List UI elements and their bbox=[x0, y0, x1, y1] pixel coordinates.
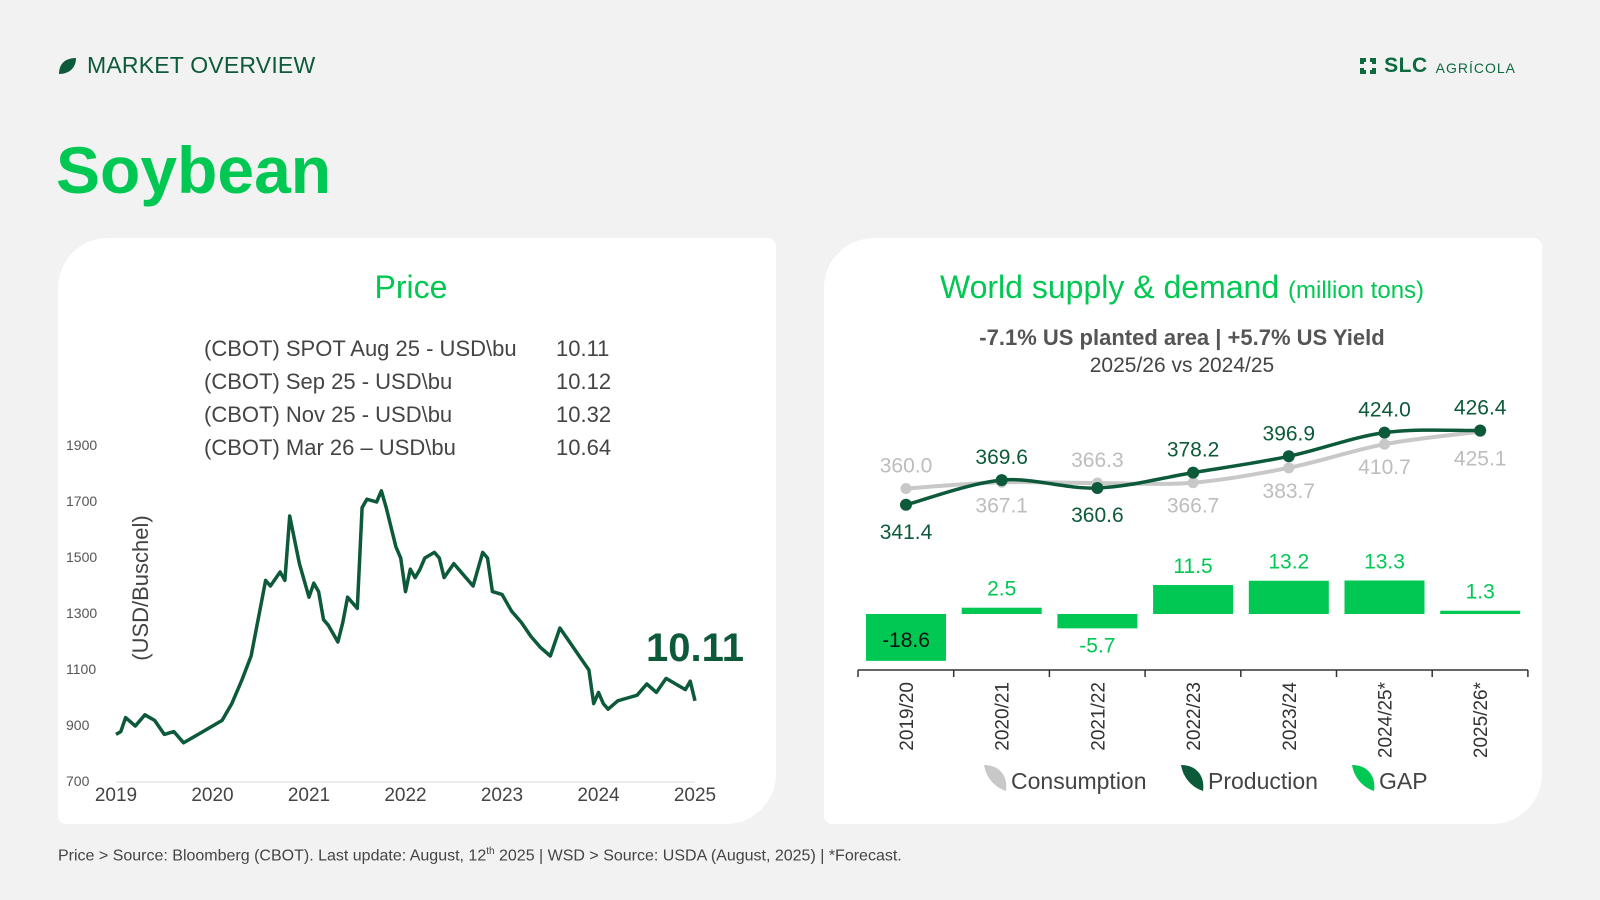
legend-swatch-icon bbox=[984, 765, 1007, 791]
gap-bar bbox=[1153, 585, 1234, 614]
production-point bbox=[900, 498, 912, 511]
quote-label: (CBOT) Sep 25 - USD\bu bbox=[204, 369, 452, 394]
price-title: Price bbox=[375, 269, 448, 305]
category-label: 2022/23 bbox=[1184, 682, 1205, 751]
consumption-point bbox=[1379, 438, 1390, 450]
quote-label: (CBOT) Mar 26 – USD\bu bbox=[204, 435, 456, 460]
production-data-label: 424.0 bbox=[1358, 399, 1411, 422]
production-data-label: 360.6 bbox=[1071, 504, 1124, 527]
category-label: 2025/26* bbox=[1471, 681, 1492, 758]
footnote-text-1: Price > Source: Bloomberg (CBOT). Last u… bbox=[58, 847, 487, 865]
consumption-point bbox=[1283, 462, 1295, 474]
gap-data-label: -5.7 bbox=[1079, 634, 1115, 657]
x-tick-label: 2021 bbox=[288, 785, 330, 806]
consumption-data-label: 366.3 bbox=[1071, 449, 1124, 472]
quote-value: 10.12 bbox=[556, 369, 611, 394]
price-series-line bbox=[115, 489, 697, 745]
legend-swatch-icon bbox=[1352, 765, 1375, 791]
y-tick-label: 1300 bbox=[66, 605, 97, 621]
production-point bbox=[1091, 482, 1104, 495]
quote-value: 10.11 bbox=[556, 336, 609, 361]
y-tick-label: 700 bbox=[66, 773, 90, 789]
quote-value: 10.64 bbox=[556, 435, 611, 460]
category-label: 2024/25* bbox=[1376, 681, 1397, 758]
wsd-title-unit: (million tons) bbox=[1288, 277, 1424, 304]
production-data-label: 369.6 bbox=[975, 446, 1028, 469]
production-data-label: 396.9 bbox=[1263, 422, 1316, 445]
footnote-sup: th bbox=[486, 846, 495, 857]
gap-bar bbox=[961, 607, 1042, 614]
x-tick-label: 2025 bbox=[674, 785, 716, 806]
quote-value: 10.32 bbox=[556, 402, 611, 427]
consumption-data-label: 410.7 bbox=[1358, 456, 1411, 479]
logo-subtext: AGRÍCOLA bbox=[1435, 60, 1516, 76]
slc-logo-mark-icon bbox=[1360, 58, 1377, 74]
x-tick-label: 2019 bbox=[95, 785, 137, 806]
category-label: 2023/24 bbox=[1280, 682, 1301, 751]
y-tick-label: 1100 bbox=[66, 661, 96, 677]
legend-label: GAP bbox=[1379, 768, 1428, 794]
y-axis-label: (USD/Buschel) bbox=[128, 515, 153, 660]
supply-demand-chart: World supply & demand (million tons) -7.1… bbox=[857, 269, 1529, 794]
logo-text: SLC bbox=[1384, 54, 1428, 77]
production-data-label: 426.4 bbox=[1454, 397, 1507, 420]
gap-bar bbox=[866, 614, 946, 661]
wsd-subtitle-compare: 2025/26 vs 2024/25 bbox=[1090, 354, 1275, 377]
price-panel: Price (CBOT) SPOT Aug 25 - USD\bu 10.11 (CB… bbox=[58, 238, 776, 824]
category-label: 2020/21 bbox=[993, 682, 1014, 751]
x-tick-label: 2023 bbox=[481, 785, 523, 806]
gap-data-label: 11.5 bbox=[1173, 555, 1212, 578]
production-point bbox=[1187, 466, 1200, 479]
production-point bbox=[995, 474, 1008, 487]
gap-data-label: 13.3 bbox=[1364, 550, 1405, 573]
slc-logo: SLC AGRÍCOLA bbox=[1358, 54, 1516, 78]
y-tick-label: 900 bbox=[66, 717, 90, 733]
gap-bar bbox=[1248, 580, 1329, 614]
source-footnote: Price > Source: Bloomberg (CBOT). Last u… bbox=[58, 846, 902, 865]
gap-data-label: 13.2 bbox=[1268, 551, 1309, 574]
x-tick-label: 2022 bbox=[384, 785, 426, 806]
footnote-text-2: 2025 | WSD > Source: USDA (August, 2025)… bbox=[494, 847, 902, 865]
gap-bar bbox=[1344, 580, 1425, 614]
production-data-label: 378.2 bbox=[1167, 439, 1220, 462]
production-point bbox=[1474, 424, 1487, 437]
consumption-point bbox=[900, 483, 912, 495]
gap-bar bbox=[1057, 614, 1138, 629]
section-label: MARKET OVERVIEW bbox=[87, 52, 316, 78]
page-title: Soybean bbox=[56, 133, 332, 207]
production-data-label: 341.4 bbox=[880, 521, 933, 544]
consumption-data-label: 366.7 bbox=[1167, 495, 1220, 518]
consumption-data-label: 425.1 bbox=[1454, 448, 1507, 471]
wsd-subtitle: -7.1% US planted area | +5.7% US Yield bbox=[979, 325, 1384, 350]
x-tick-label: 2020 bbox=[191, 785, 233, 806]
consumption-data-label: 360.0 bbox=[880, 455, 933, 478]
gap-data-label: -18.6 bbox=[882, 629, 930, 652]
world-supply-demand-panel: World supply & demand (million tons) -7.1… bbox=[824, 238, 1542, 824]
category-label: 2021/22 bbox=[1088, 682, 1109, 751]
quote-label: (CBOT) SPOT Aug 25 - USD\bu bbox=[204, 336, 517, 361]
gap-data-label: 2.5 bbox=[987, 578, 1016, 601]
consumption-data-label: 367.1 bbox=[975, 494, 1028, 517]
production-point bbox=[1282, 450, 1295, 463]
x-tick-label: 2024 bbox=[577, 785, 620, 806]
legend-label: Consumption bbox=[1011, 768, 1147, 794]
consumption-point bbox=[1187, 477, 1199, 489]
price-chart: Price (CBOT) SPOT Aug 25 - USD\bu 10.11 (CB… bbox=[66, 269, 744, 806]
gap-bar bbox=[1440, 610, 1521, 614]
last-price-label: 10.11 bbox=[646, 626, 744, 670]
wsd-title-main: World supply & demand bbox=[940, 269, 1288, 305]
legend-label: Production bbox=[1208, 768, 1318, 794]
gap-data-label: 1.3 bbox=[1466, 581, 1495, 604]
wsd-title: World supply & demand (million tons) bbox=[940, 269, 1424, 305]
legend-swatch-icon bbox=[1181, 765, 1204, 791]
y-tick-label: 1500 bbox=[66, 549, 97, 565]
y-tick-label: 1900 bbox=[66, 437, 97, 453]
leaf-icon bbox=[59, 57, 76, 74]
consumption-data-label: 383.7 bbox=[1263, 480, 1316, 503]
section-tag: MARKET OVERVIEW bbox=[57, 52, 315, 79]
production-point bbox=[1378, 426, 1391, 439]
y-tick-label: 1700 bbox=[66, 493, 97, 509]
category-label: 2019/20 bbox=[897, 682, 918, 751]
quote-label: (CBOT) Nov 25 - USD\bu bbox=[204, 402, 452, 427]
